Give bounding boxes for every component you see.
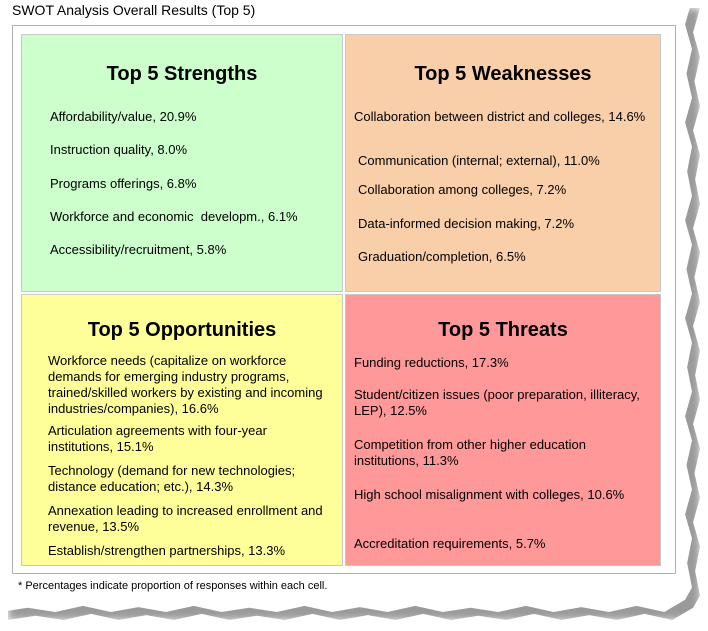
page-title: SWOT Analysis Overall Results (Top 5) (12, 2, 256, 18)
opportunity-item: Establish/strengthen partnerships, 13.3% (48, 543, 286, 558)
strength-item: Affordability/value, 20.9% (50, 109, 197, 124)
strength-item: Workforce and economic developm., 6.1% (50, 209, 298, 224)
weaknesses-cell: Top 5 Weaknesses Collaboration between d… (345, 34, 661, 292)
threat-item: Accreditation requirements, 5.7% (354, 536, 546, 551)
opportunities-cell: Top 5 Opportunities Workforce needs (cap… (21, 294, 343, 566)
threat-item: High school misalignment with colleges, … (354, 487, 625, 502)
opportunities-heading: Top 5 Opportunities (87, 319, 277, 341)
strengths-cell: Top 5 Strengths Affordability/value, 20.… (21, 34, 343, 292)
threats-heading: Top 5 Threats (438, 319, 568, 341)
weaknesses-heading: Top 5 Weaknesses (414, 63, 592, 85)
weakness-item: Collaboration among colleges, 7.2% (358, 182, 567, 197)
threats-cell: Top 5 Threats Funding reductions, 17.3% … (345, 294, 661, 566)
strength-item: Instruction quality, 8.0% (50, 142, 188, 157)
threat-item: Student/citizen issues (poor preparation… (354, 387, 640, 418)
paper: SWOT Analysis Overall Results (Top 5) To… (12, 2, 676, 592)
weakness-item: Communication (internal; external), 11.0… (358, 153, 600, 168)
opportunity-item: Annexation leading to increased enrollme… (48, 503, 323, 534)
threat-item: Competition from other higher education … (354, 437, 586, 468)
weakness-item: Collaboration between district and colle… (354, 109, 646, 124)
swot-grid: Top 5 Strengths Affordability/value, 20.… (12, 25, 676, 574)
opportunity-item: Articulation agreements with four-year i… (48, 423, 267, 454)
strength-item: Accessibility/recruitment, 5.8% (50, 242, 227, 257)
strengths-heading: Top 5 Strengths (106, 63, 258, 85)
threat-item: Funding reductions, 17.3% (354, 355, 509, 370)
opportunity-item: Workforce needs (capitalize on workforce… (48, 353, 323, 416)
strength-item: Programs offerings, 6.8% (50, 176, 197, 191)
footnote: * Percentages indicate proportion of res… (18, 580, 328, 592)
weakness-item: Graduation/completion, 6.5% (358, 249, 526, 264)
opportunity-item: Technology (demand for new technologies;… (48, 463, 296, 494)
weakness-item: Data-informed decision making, 7.2% (358, 216, 575, 231)
